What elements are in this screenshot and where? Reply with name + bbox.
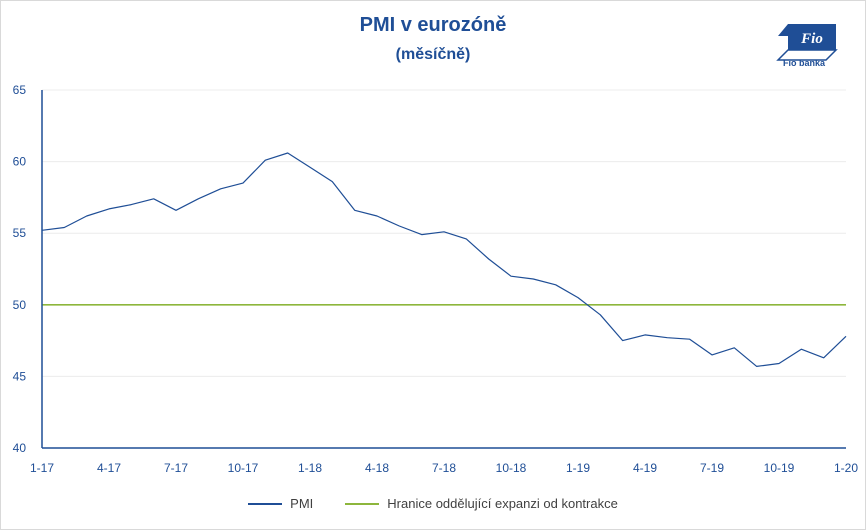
y-tick-label: 50 bbox=[13, 298, 27, 312]
legend-item-pmi: PMI bbox=[248, 496, 313, 511]
x-axis-tick-labels: 1-17 4-17 7-17 10-17 1-18 4-18 7-18 10-18 1-19 4-… bbox=[30, 461, 858, 475]
x-tick-label: 4-19 bbox=[633, 461, 657, 475]
x-tick-label: 7-17 bbox=[164, 461, 188, 475]
y-tick-label: 60 bbox=[13, 155, 27, 169]
y-tick-label: 45 bbox=[13, 369, 27, 383]
logo-mark: Fio bbox=[800, 31, 823, 47]
x-tick-label: 1-20 bbox=[834, 461, 858, 475]
legend-label-pmi: PMI bbox=[290, 496, 314, 511]
chart-title: PMI v eurozóně bbox=[359, 14, 507, 36]
logo-brand-text: Fio banka bbox=[782, 58, 825, 68]
legend-item-threshold: Hranice oddělující expanzi od kontrakce bbox=[345, 496, 618, 511]
x-tick-label: 1-18 bbox=[298, 461, 322, 475]
gridlines bbox=[42, 89, 846, 377]
y-tick-label: 55 bbox=[13, 226, 27, 240]
chart-subtitle: (měsíčně) bbox=[395, 46, 471, 63]
x-tick-label: 7-18 bbox=[432, 461, 456, 475]
x-tick-label: 1-17 bbox=[30, 461, 54, 475]
legend-label-threshold: Hranice oddělující expanzi od kontrakce bbox=[387, 496, 618, 511]
x-tick-label: 10-18 bbox=[496, 461, 527, 475]
x-tick-label: 10-17 bbox=[228, 461, 259, 475]
x-tick-label: 4-17 bbox=[97, 461, 121, 475]
x-tick-label: 7-19 bbox=[700, 461, 724, 475]
y-tick-label: 65 bbox=[13, 83, 27, 97]
legend-swatch-pmi bbox=[248, 502, 283, 505]
y-axis-tick-labels: 40 45 50 55 60 65 bbox=[13, 83, 27, 455]
legend-swatch-threshold bbox=[345, 502, 380, 505]
legend: PMI Hranice oddělující expanzi od kontra… bbox=[0, 496, 866, 511]
series-line-pmi bbox=[41, 152, 847, 367]
fio-banka-logo: Fio bbox=[776, 24, 838, 61]
series-lines bbox=[41, 152, 847, 367]
y-tick-label: 40 bbox=[13, 441, 27, 455]
x-tick-label: 1-19 bbox=[566, 461, 590, 475]
x-tick-label: 10-19 bbox=[764, 461, 795, 475]
x-tick-label: 4-18 bbox=[365, 461, 389, 475]
